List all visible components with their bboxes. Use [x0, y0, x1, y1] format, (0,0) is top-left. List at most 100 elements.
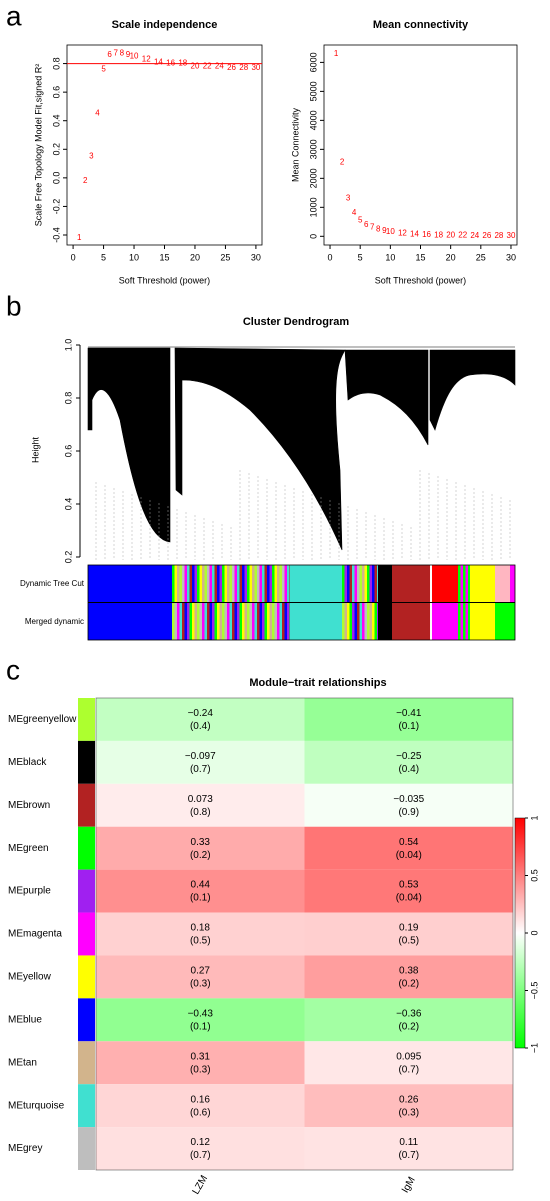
point-label: 30: [507, 231, 516, 240]
stripe: [244, 565, 247, 603]
point-label: 18: [178, 59, 187, 68]
stripe: [282, 602, 285, 640]
y-tick-label: 0.6: [51, 86, 61, 99]
stripe: [194, 565, 197, 603]
stripe: [194, 602, 197, 640]
point-label: 6: [364, 220, 369, 229]
y-tick-label: 0.2: [51, 143, 61, 156]
stripe: [468, 602, 471, 640]
module-color: [78, 783, 95, 827]
heatmap-cell: [304, 783, 513, 827]
stripe: [224, 565, 227, 603]
stripe: [269, 602, 272, 640]
x-tick-label: 25: [476, 252, 486, 262]
cell-p-label: (0.7): [398, 1064, 419, 1075]
stripe: [259, 602, 262, 640]
point-label: 14: [154, 57, 163, 66]
module-color: [78, 1127, 95, 1170]
stripe: [352, 602, 355, 640]
point-label: 28: [494, 231, 503, 240]
color-segment: [432, 602, 458, 640]
module-color: [78, 869, 95, 913]
stripe: [172, 565, 175, 603]
color-segment: [378, 565, 392, 603]
module-color: [78, 955, 95, 999]
x-tick-label: 0: [71, 252, 76, 262]
stripe: [369, 602, 372, 640]
stripe: [217, 565, 220, 603]
color-segment: [470, 565, 495, 603]
stripe: [460, 565, 463, 603]
cell-value-label: 0.18: [191, 923, 211, 934]
row-label: MEblue: [8, 1014, 42, 1025]
stripe: [252, 602, 255, 640]
cell-p-label: (0.4): [190, 721, 211, 732]
stripe: [227, 565, 230, 603]
y-tick-label: 0.8: [63, 392, 73, 405]
point-label: 12: [142, 54, 151, 63]
module-color: [78, 1084, 95, 1128]
stripe: [192, 565, 195, 603]
stripe: [262, 565, 265, 603]
point-label: 2: [83, 176, 88, 185]
stripe: [174, 565, 177, 603]
stripe: [269, 565, 272, 603]
point-label: 4: [95, 109, 100, 118]
stripe: [217, 602, 220, 640]
point-label: 20: [191, 62, 200, 71]
x-axis-label: Soft Threshold (power): [375, 275, 466, 285]
cell-value-label: 0.33: [191, 837, 211, 848]
color-segment: [392, 565, 430, 603]
row-label: MEturquoise: [8, 1100, 65, 1111]
cell-value-label: 0.26: [399, 1094, 419, 1105]
x-tick-label: 20: [446, 252, 456, 262]
heatmap-cell: [96, 698, 305, 741]
heatmap-cell: [96, 998, 305, 1042]
heatmap-cell: [304, 740, 513, 784]
stripe: [242, 602, 245, 640]
point-label: 5: [358, 215, 363, 224]
stripe: [342, 602, 345, 640]
x-tick-label: 5: [358, 252, 363, 262]
heatmap-cell: [304, 698, 513, 741]
y-tick-label: 0.6: [63, 445, 73, 458]
stripe: [359, 602, 362, 640]
stripe: [247, 602, 250, 640]
cell-value-label: 0.073: [188, 794, 213, 805]
stripe: [347, 602, 350, 640]
y-tick-label: 0.4: [63, 498, 73, 511]
x-tick-label: 0: [328, 252, 333, 262]
cell-p-label: (0.04): [396, 893, 422, 904]
color-segment: [88, 602, 172, 640]
column-label: IgM: [400, 1175, 418, 1195]
row-label: MEgreenyellow: [8, 714, 77, 725]
colorbar-tick-label: 0.5: [529, 869, 539, 882]
point-label: 8: [376, 225, 381, 234]
stripe: [204, 565, 207, 603]
stripe: [374, 602, 377, 640]
stripe: [252, 565, 255, 603]
point-label: 10: [130, 52, 139, 61]
heatmap-cell: [96, 783, 305, 827]
stripe: [362, 565, 365, 603]
stripe: [172, 602, 175, 640]
point-label: 24: [215, 62, 224, 71]
stripe: [257, 565, 260, 603]
stripe: [179, 565, 182, 603]
heatmap-cell: [96, 826, 305, 870]
stripe: [219, 602, 222, 640]
stripe: [212, 565, 215, 603]
stripe: [272, 602, 275, 640]
cell-p-label: (0.9): [398, 807, 419, 818]
x-tick-label: 30: [506, 252, 516, 262]
row-label: MEpurple: [8, 886, 51, 897]
point-label: 16: [166, 59, 175, 68]
cell-p-label: (0.1): [190, 1021, 211, 1032]
chart-title: Module−trait relationships: [249, 677, 386, 689]
stripe: [262, 602, 265, 640]
point-label: 2: [340, 158, 345, 167]
heatmap-cell: [304, 1041, 513, 1085]
heatmap-cell: [304, 1127, 513, 1170]
stripe: [197, 565, 200, 603]
point-label: 9: [382, 226, 387, 235]
